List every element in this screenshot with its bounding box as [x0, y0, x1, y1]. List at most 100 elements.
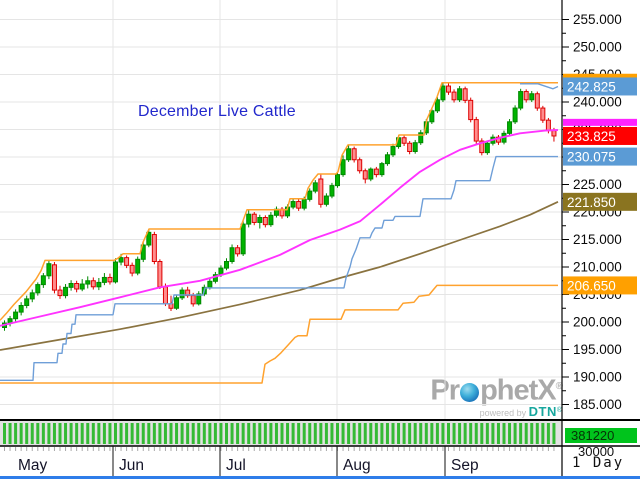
- volume-bar: [286, 423, 290, 444]
- price-badge-strip: [563, 73, 637, 81]
- candle-body: [113, 261, 118, 283]
- volume-bar: [152, 423, 156, 444]
- candle-body: [340, 159, 346, 176]
- chart-title: December Live Cattle: [138, 103, 296, 120]
- candle-body: [407, 142, 413, 152]
- candle-body: [235, 247, 241, 255]
- candle-body: [29, 292, 35, 300]
- candle-body: [151, 234, 157, 263]
- volume-bar: [546, 423, 550, 444]
- candle-body: [346, 148, 352, 161]
- candle-body: [85, 280, 91, 285]
- volume-bar: [502, 423, 506, 444]
- candle-body: [268, 214, 274, 226]
- candle-body: [362, 170, 368, 180]
- volume-bar: [530, 423, 534, 444]
- candle-body: [529, 93, 535, 101]
- candle-body: [51, 264, 57, 291]
- candle-body: [190, 295, 196, 305]
- volume-bar: [58, 423, 62, 444]
- price-badge-value: 206.650: [567, 278, 616, 293]
- volume-bar: [308, 423, 312, 444]
- candle-body: [57, 289, 63, 297]
- volume-bar: [280, 423, 284, 444]
- candle-body: [329, 185, 335, 197]
- volume-bar: [413, 423, 417, 444]
- volume-bar: [25, 423, 29, 444]
- candle-body: [168, 303, 174, 309]
- volume-bar: [297, 423, 301, 444]
- candle-body: [484, 142, 490, 154]
- volume-bar: [430, 423, 434, 444]
- volume-bar: [391, 423, 395, 444]
- volume-bar: [535, 423, 539, 444]
- price-badge-value: 221.850: [567, 195, 616, 210]
- volume-bar: [352, 423, 356, 444]
- candle-body: [440, 85, 446, 101]
- volume-bar: [3, 423, 6, 444]
- candle-body: [318, 178, 324, 205]
- candle-body: [179, 289, 185, 299]
- candle-body: [162, 286, 168, 305]
- volume-bar: [197, 423, 201, 444]
- candle-body: [157, 261, 163, 288]
- volume-bar: [480, 423, 484, 444]
- month-label: Aug: [343, 457, 371, 474]
- volume-bar: [213, 423, 217, 444]
- candle-body: [468, 99, 474, 121]
- candle-body: [262, 217, 268, 226]
- volume-bar: [97, 423, 101, 444]
- timeframe-label[interactable]: 1 Day: [572, 455, 625, 471]
- volume-bar: [269, 423, 273, 444]
- volume-bar: [369, 423, 373, 444]
- candle-body: [207, 280, 213, 288]
- volume-bar: [408, 423, 412, 444]
- volume-bar: [14, 423, 18, 444]
- volume-bar: [274, 423, 278, 444]
- candle-body: [373, 168, 379, 176]
- candle-body: [229, 247, 235, 262]
- candle-body: [96, 281, 102, 288]
- volume-bar: [202, 423, 206, 444]
- candle-body: [545, 119, 551, 132]
- volume-bar: [447, 423, 450, 444]
- volume-bar: [8, 423, 12, 444]
- dtn-logo: DTN: [528, 403, 557, 419]
- volume-bar: [75, 423, 79, 444]
- volume-bar: [247, 423, 251, 444]
- volume-bar: [180, 423, 184, 444]
- volume-bar: [402, 423, 406, 444]
- candle-body: [74, 283, 80, 290]
- volume-badge: [565, 428, 637, 443]
- candle-body: [257, 217, 263, 223]
- volume-bar: [119, 423, 123, 444]
- volume-bar: [36, 423, 40, 444]
- volume-bar: [263, 423, 267, 444]
- candle-body: [357, 159, 363, 172]
- price-badge: [563, 192, 637, 211]
- volume-bar: [469, 423, 473, 444]
- volume-bar: [541, 423, 545, 444]
- volume-bar: [64, 423, 68, 444]
- volume-bar: [236, 423, 240, 444]
- candle-body: [290, 201, 296, 208]
- volume-bar: [108, 423, 112, 444]
- volume-bar: [41, 423, 45, 444]
- candle-body: [390, 146, 396, 156]
- volume-bar: [175, 423, 179, 444]
- candle-body: [429, 110, 435, 123]
- candle-body: [540, 107, 546, 121]
- y-tick-label: 215.000: [573, 232, 622, 247]
- volume-bar: [358, 423, 362, 444]
- volume-bar: [86, 423, 90, 444]
- candle-body: [434, 99, 440, 112]
- candle-body: [240, 223, 246, 255]
- volume-bar: [519, 423, 523, 444]
- candle-body: [90, 280, 96, 288]
- candle-body: [523, 91, 529, 101]
- y-tick-label: 240.000: [573, 95, 622, 110]
- volume-bar: [491, 423, 495, 444]
- candle-body: [551, 130, 557, 137]
